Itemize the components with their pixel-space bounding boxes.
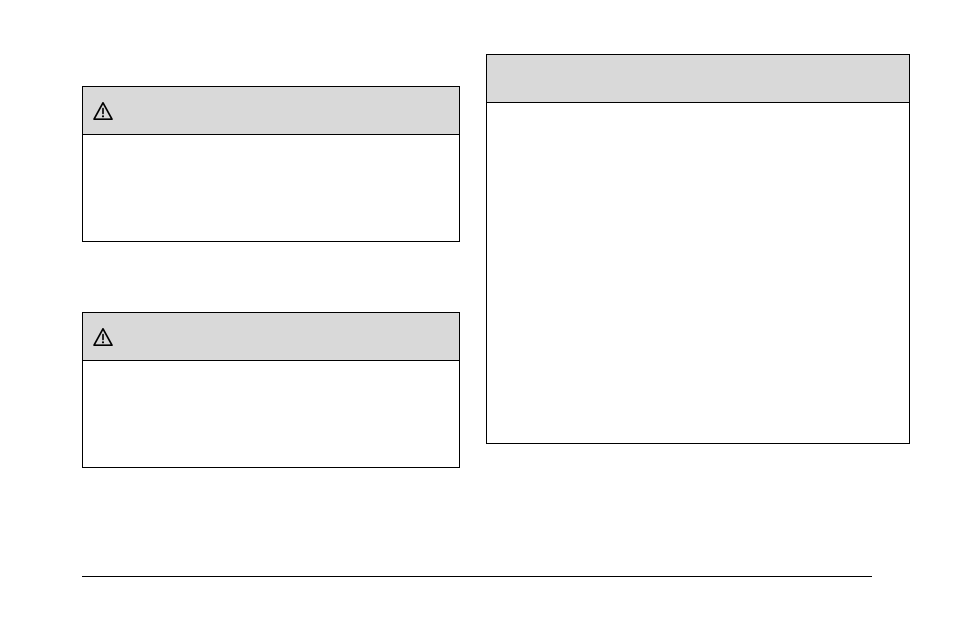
horizontal-rule <box>82 576 872 577</box>
callout-box-3-header <box>487 55 909 103</box>
callout-box-1-header <box>83 87 459 135</box>
callout-box-1 <box>82 86 460 242</box>
document-page <box>0 0 954 636</box>
warning-icon <box>93 102 113 120</box>
callout-box-3 <box>486 54 910 444</box>
warning-icon <box>93 328 113 346</box>
callout-box-2-header <box>83 313 459 361</box>
callout-box-2 <box>82 312 460 468</box>
